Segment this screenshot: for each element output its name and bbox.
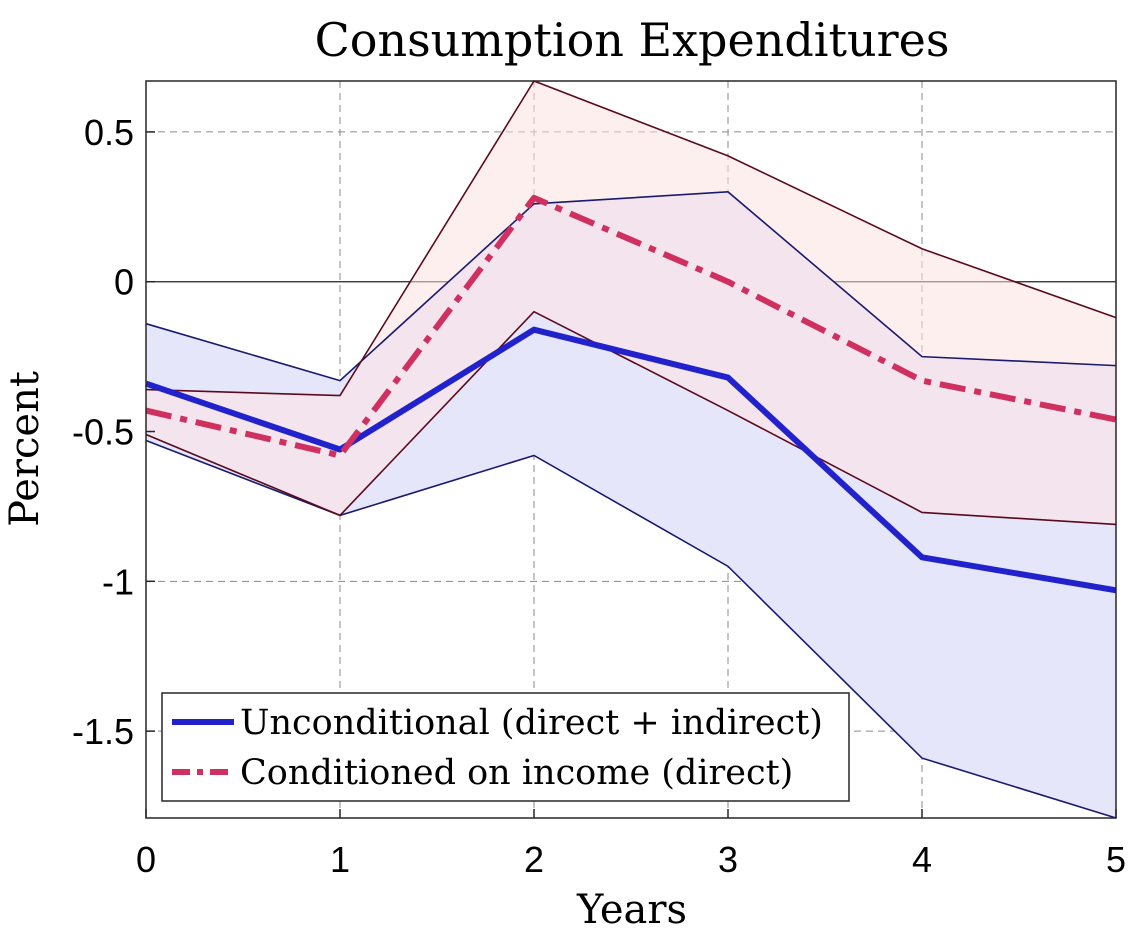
band-lower-edge-1 (145, 310, 1117, 526)
band-lower-edge-0 (145, 439, 1117, 819)
x-tick-label-1: 1 (330, 839, 350, 880)
plot-frame (145, 80, 1117, 819)
x-tick-label-5: 5 (1106, 839, 1126, 880)
series-line-1 (145, 194, 1117, 459)
y-axis-label: Percent (2, 371, 48, 527)
band-fill-1 (146, 81, 1116, 525)
x-axis-label: Years (576, 887, 687, 933)
y-tick-label-2: -0.5 (72, 412, 134, 453)
legend-label-1: Conditioned on income (direct) (240, 753, 793, 793)
series-line-0 (145, 326, 1117, 594)
band-upper-edge-1 (145, 80, 1117, 397)
y-tick-label-1: 0 (114, 262, 134, 303)
y-tick-label-0: 0.5 (84, 112, 134, 153)
chart-title: Consumption Expenditures (315, 13, 950, 67)
x-tick-label-0: 0 (136, 839, 156, 880)
y-tick-label-3: -1 (102, 561, 134, 602)
x-tick-label-3: 3 (718, 839, 738, 880)
legend-label-0: Unconditional (direct + indirect) (240, 703, 823, 743)
y-tick-label-4: -1.5 (72, 711, 134, 752)
x-tick-label-2: 2 (524, 839, 544, 880)
x-tick-label-4: 4 (912, 839, 932, 880)
legend-box (161, 692, 850, 802)
band-upper-edge-0 (145, 191, 1117, 382)
